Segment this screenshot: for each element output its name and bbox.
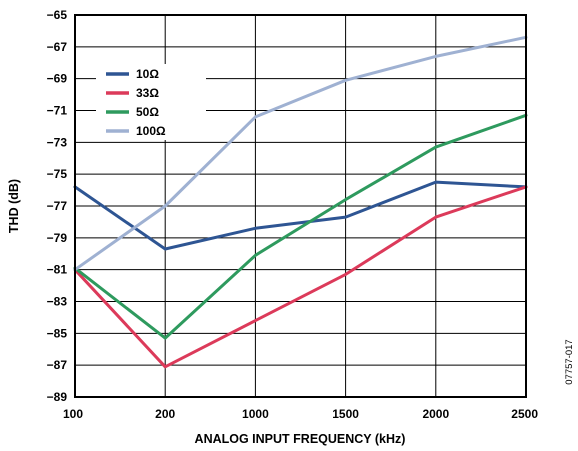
y-axis-title: THD (dB) [7, 179, 21, 233]
y-tick-label: −71 [47, 104, 68, 118]
legend-label: 50Ω [136, 105, 159, 119]
x-axis-title: ANALOG INPUT FREQUENCY (kHz) [195, 432, 406, 446]
y-tick-label: −77 [47, 199, 68, 213]
x-tick-label: 1500 [332, 407, 359, 421]
y-tick-label: −81 [47, 263, 68, 277]
y-tick-label: −65 [47, 8, 68, 22]
x-tick-label: 2000 [422, 407, 449, 421]
legend-label: 100Ω [136, 124, 166, 138]
y-tick-label: −85 [47, 326, 68, 340]
legend-label: 33Ω [136, 86, 159, 100]
y-tick-label: −73 [47, 135, 68, 149]
y-tick-label: −79 [47, 231, 68, 245]
y-axis-tick-labels: −65 −67 −69 −71 −73 −75 −77 −79 −81 −83 −85 −87 −89 [47, 8, 68, 404]
series-lines [73, 35, 528, 369]
y-tick-label: −87 [47, 358, 68, 372]
x-tick-label: 1000 [242, 407, 269, 421]
series-line [73, 35, 528, 272]
x-tick-label: 100 [63, 407, 83, 421]
y-tick-label: −75 [47, 167, 68, 181]
legend-background [96, 64, 206, 140]
x-tick-label: 2500 [511, 407, 538, 421]
y-tick-label: −67 [47, 40, 68, 54]
series-line [73, 180, 528, 251]
y-tick-label: −89 [47, 390, 68, 404]
legend: 10Ω 33Ω 50Ω 100Ω [96, 64, 206, 140]
x-tick-label: 200 [155, 407, 175, 421]
y-tick-label: −69 [47, 72, 68, 86]
plot-frame [74, 14, 527, 398]
figure-id: 07757-017 [564, 339, 575, 384]
series-line [73, 185, 528, 369]
x-axis-tick-labels: 100 200 1000 1500 2000 2500 [63, 407, 538, 421]
y-tick-label: −83 [47, 295, 68, 309]
series-line [73, 113, 528, 340]
legend-label: 10Ω [136, 67, 159, 81]
